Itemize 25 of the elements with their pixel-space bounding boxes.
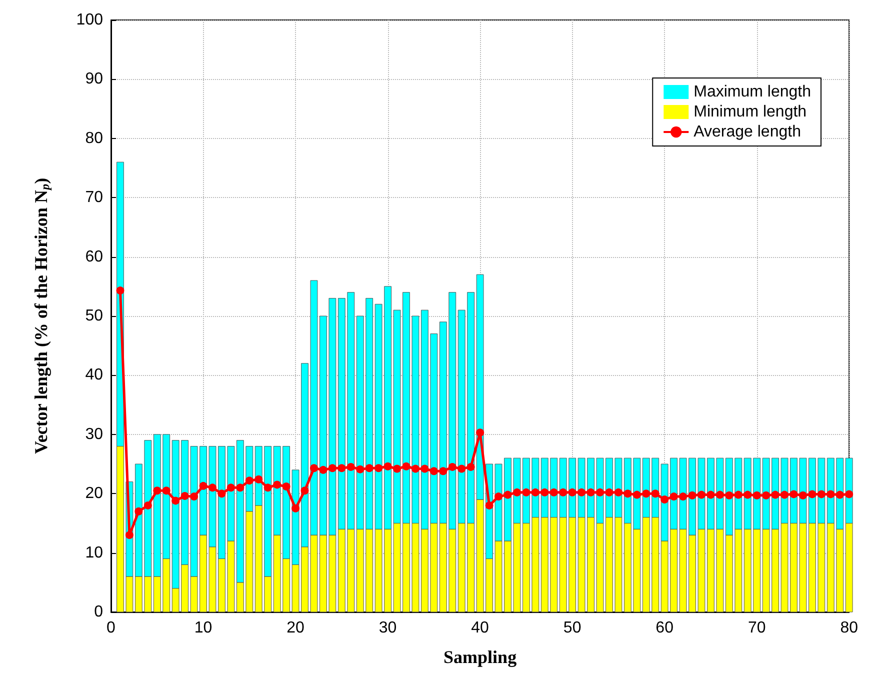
y-tick-label: 30	[85, 426, 104, 443]
x-tick-label: 80	[840, 620, 858, 636]
y-tick-label: 60	[85, 248, 104, 266]
legend-label: Average length	[694, 124, 801, 140]
x-tick-label: 30	[378, 620, 397, 636]
x-tick-label: 10	[194, 620, 212, 636]
legend-label: Minimum length	[694, 104, 807, 120]
y-tick-label: 20	[85, 485, 104, 502]
legend-label: Maximum length	[694, 84, 811, 100]
y-tick-label: 90	[85, 70, 104, 88]
y-tick-label: 100	[76, 12, 104, 28]
x-tick-label: 50	[563, 620, 582, 636]
x-tick-label: 40	[471, 620, 490, 636]
x-tick-label: 0	[106, 620, 116, 636]
y-tick-label: 70	[85, 189, 104, 206]
x-tick-label: 70	[748, 620, 766, 636]
y-tick-label: 40	[85, 366, 104, 384]
y-tick-label: 80	[85, 130, 104, 147]
y-tick-label: 50	[85, 308, 104, 324]
y-tick-label: 10	[85, 544, 104, 562]
x-axis-title: Sampling	[444, 647, 517, 667]
y-axis-title: Vector length (% of the Horizon Np)	[31, 178, 52, 454]
x-tick-label: 20	[286, 620, 305, 636]
y-tick-label: 0	[94, 604, 104, 620]
x-tick-label: 60	[656, 620, 674, 636]
